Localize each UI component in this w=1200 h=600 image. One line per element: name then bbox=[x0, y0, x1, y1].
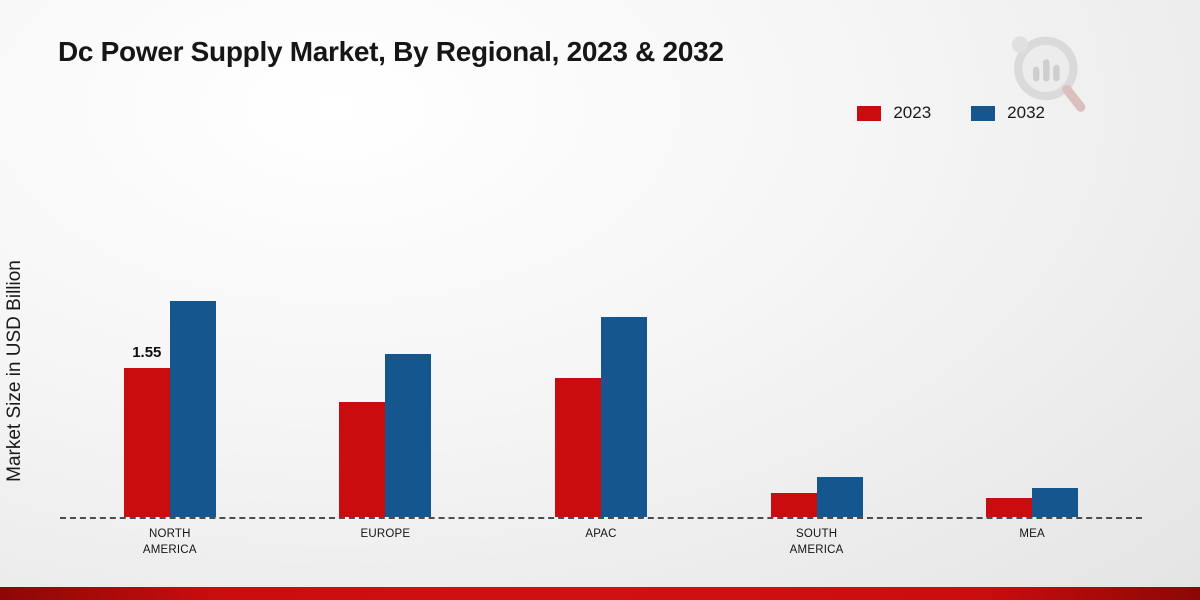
bar-2023-3 bbox=[770, 493, 817, 517]
bar-group: MEA bbox=[986, 277, 1079, 540]
legend-swatch-2032 bbox=[971, 105, 996, 121]
bottom-accent-bar bbox=[0, 587, 1200, 600]
bar-group: APAC bbox=[554, 277, 647, 540]
x-axis-baseline bbox=[60, 517, 1142, 519]
category-label: MEA bbox=[1019, 528, 1045, 540]
bar-2023-0: 1.55 bbox=[123, 344, 170, 517]
chart-title: Dc Power Supply Market, By Regional, 202… bbox=[58, 36, 724, 67]
bar-2023-2 bbox=[554, 377, 601, 517]
legend-item-2023: 2023 bbox=[857, 103, 931, 123]
legend-label-2032: 2032 bbox=[1007, 103, 1045, 122]
bar-2032-1 bbox=[385, 353, 432, 517]
bar-group: 1.55 NORTH AMERICA bbox=[123, 277, 216, 556]
legend-item-2032: 2032 bbox=[971, 103, 1045, 123]
bar-2032-2 bbox=[600, 317, 647, 517]
category-label: APAC bbox=[585, 528, 617, 540]
bar-chart-plot-area: 1.55 NORTH AMERICA EUROPE APAC SOUTH AMERICA… bbox=[62, 277, 1140, 556]
bar-group: SOUTH AMERICA bbox=[770, 277, 863, 556]
bar-value-label: 1.55 bbox=[132, 344, 162, 362]
brand-logo-watermark bbox=[1011, 36, 1086, 112]
bar-2032-0 bbox=[169, 301, 216, 517]
category-label: SOUTH AMERICA bbox=[789, 528, 844, 556]
bar-group: EUROPE bbox=[339, 277, 432, 540]
y-axis-label: Market Size in USD Billion bbox=[4, 260, 25, 482]
category-label: NORTH AMERICA bbox=[142, 528, 197, 556]
bar-2023-4 bbox=[986, 497, 1033, 517]
magnifier-handle-icon bbox=[1062, 85, 1086, 112]
category-label: EUROPE bbox=[360, 528, 411, 540]
legend-swatch-2023 bbox=[857, 105, 882, 121]
bar-2032-3 bbox=[816, 476, 863, 517]
legend: 2023 2032 bbox=[857, 103, 1045, 123]
bar-2023-1 bbox=[339, 401, 386, 517]
bar-2032-4 bbox=[1032, 488, 1079, 517]
legend-label-2023: 2023 bbox=[893, 103, 932, 122]
